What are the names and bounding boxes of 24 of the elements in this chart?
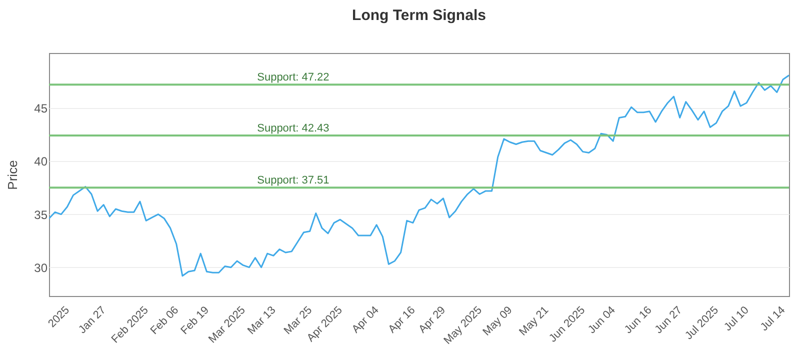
x-tick-label: Feb 19 — [178, 304, 212, 337]
y-tick-label: 45 — [34, 102, 48, 116]
x-tick-label: Jun 27 — [652, 304, 685, 336]
x-tick-label: Apr 29 — [416, 304, 448, 336]
x-tick-label: Jun 04 — [586, 304, 618, 336]
line-series — [49, 74, 789, 277]
x-tick-label: May 09 — [480, 304, 515, 338]
x-tick-label: Feb 06 — [148, 304, 182, 337]
x-tick-label: Jun 16 — [622, 304, 654, 336]
x-tick-label: Apr 16 — [386, 304, 418, 336]
x-tick-label: May 21 — [517, 304, 552, 338]
chart-title: Long Term Signals — [352, 7, 486, 24]
x-tick-label: Mar 13 — [245, 304, 278, 337]
y-tick-label: 40 — [34, 154, 48, 169]
x-tick-label: Jan 27 — [76, 304, 108, 336]
x-tick-label: Jul 10 — [722, 304, 752, 334]
y-tick-label: 35 — [34, 208, 48, 222]
ref-line-label: Support: 42.43 — [257, 122, 330, 134]
y-tick-label: 30 — [34, 260, 48, 275]
x-tick-label: Jul 14 — [758, 304, 788, 334]
y-axis-title: Price — [5, 160, 20, 190]
ref-line-label: Support: 47.22 — [257, 72, 330, 84]
x-tick-label: Apr 04 — [350, 304, 382, 336]
ref-line-label: Support: 37.51 — [257, 174, 330, 187]
